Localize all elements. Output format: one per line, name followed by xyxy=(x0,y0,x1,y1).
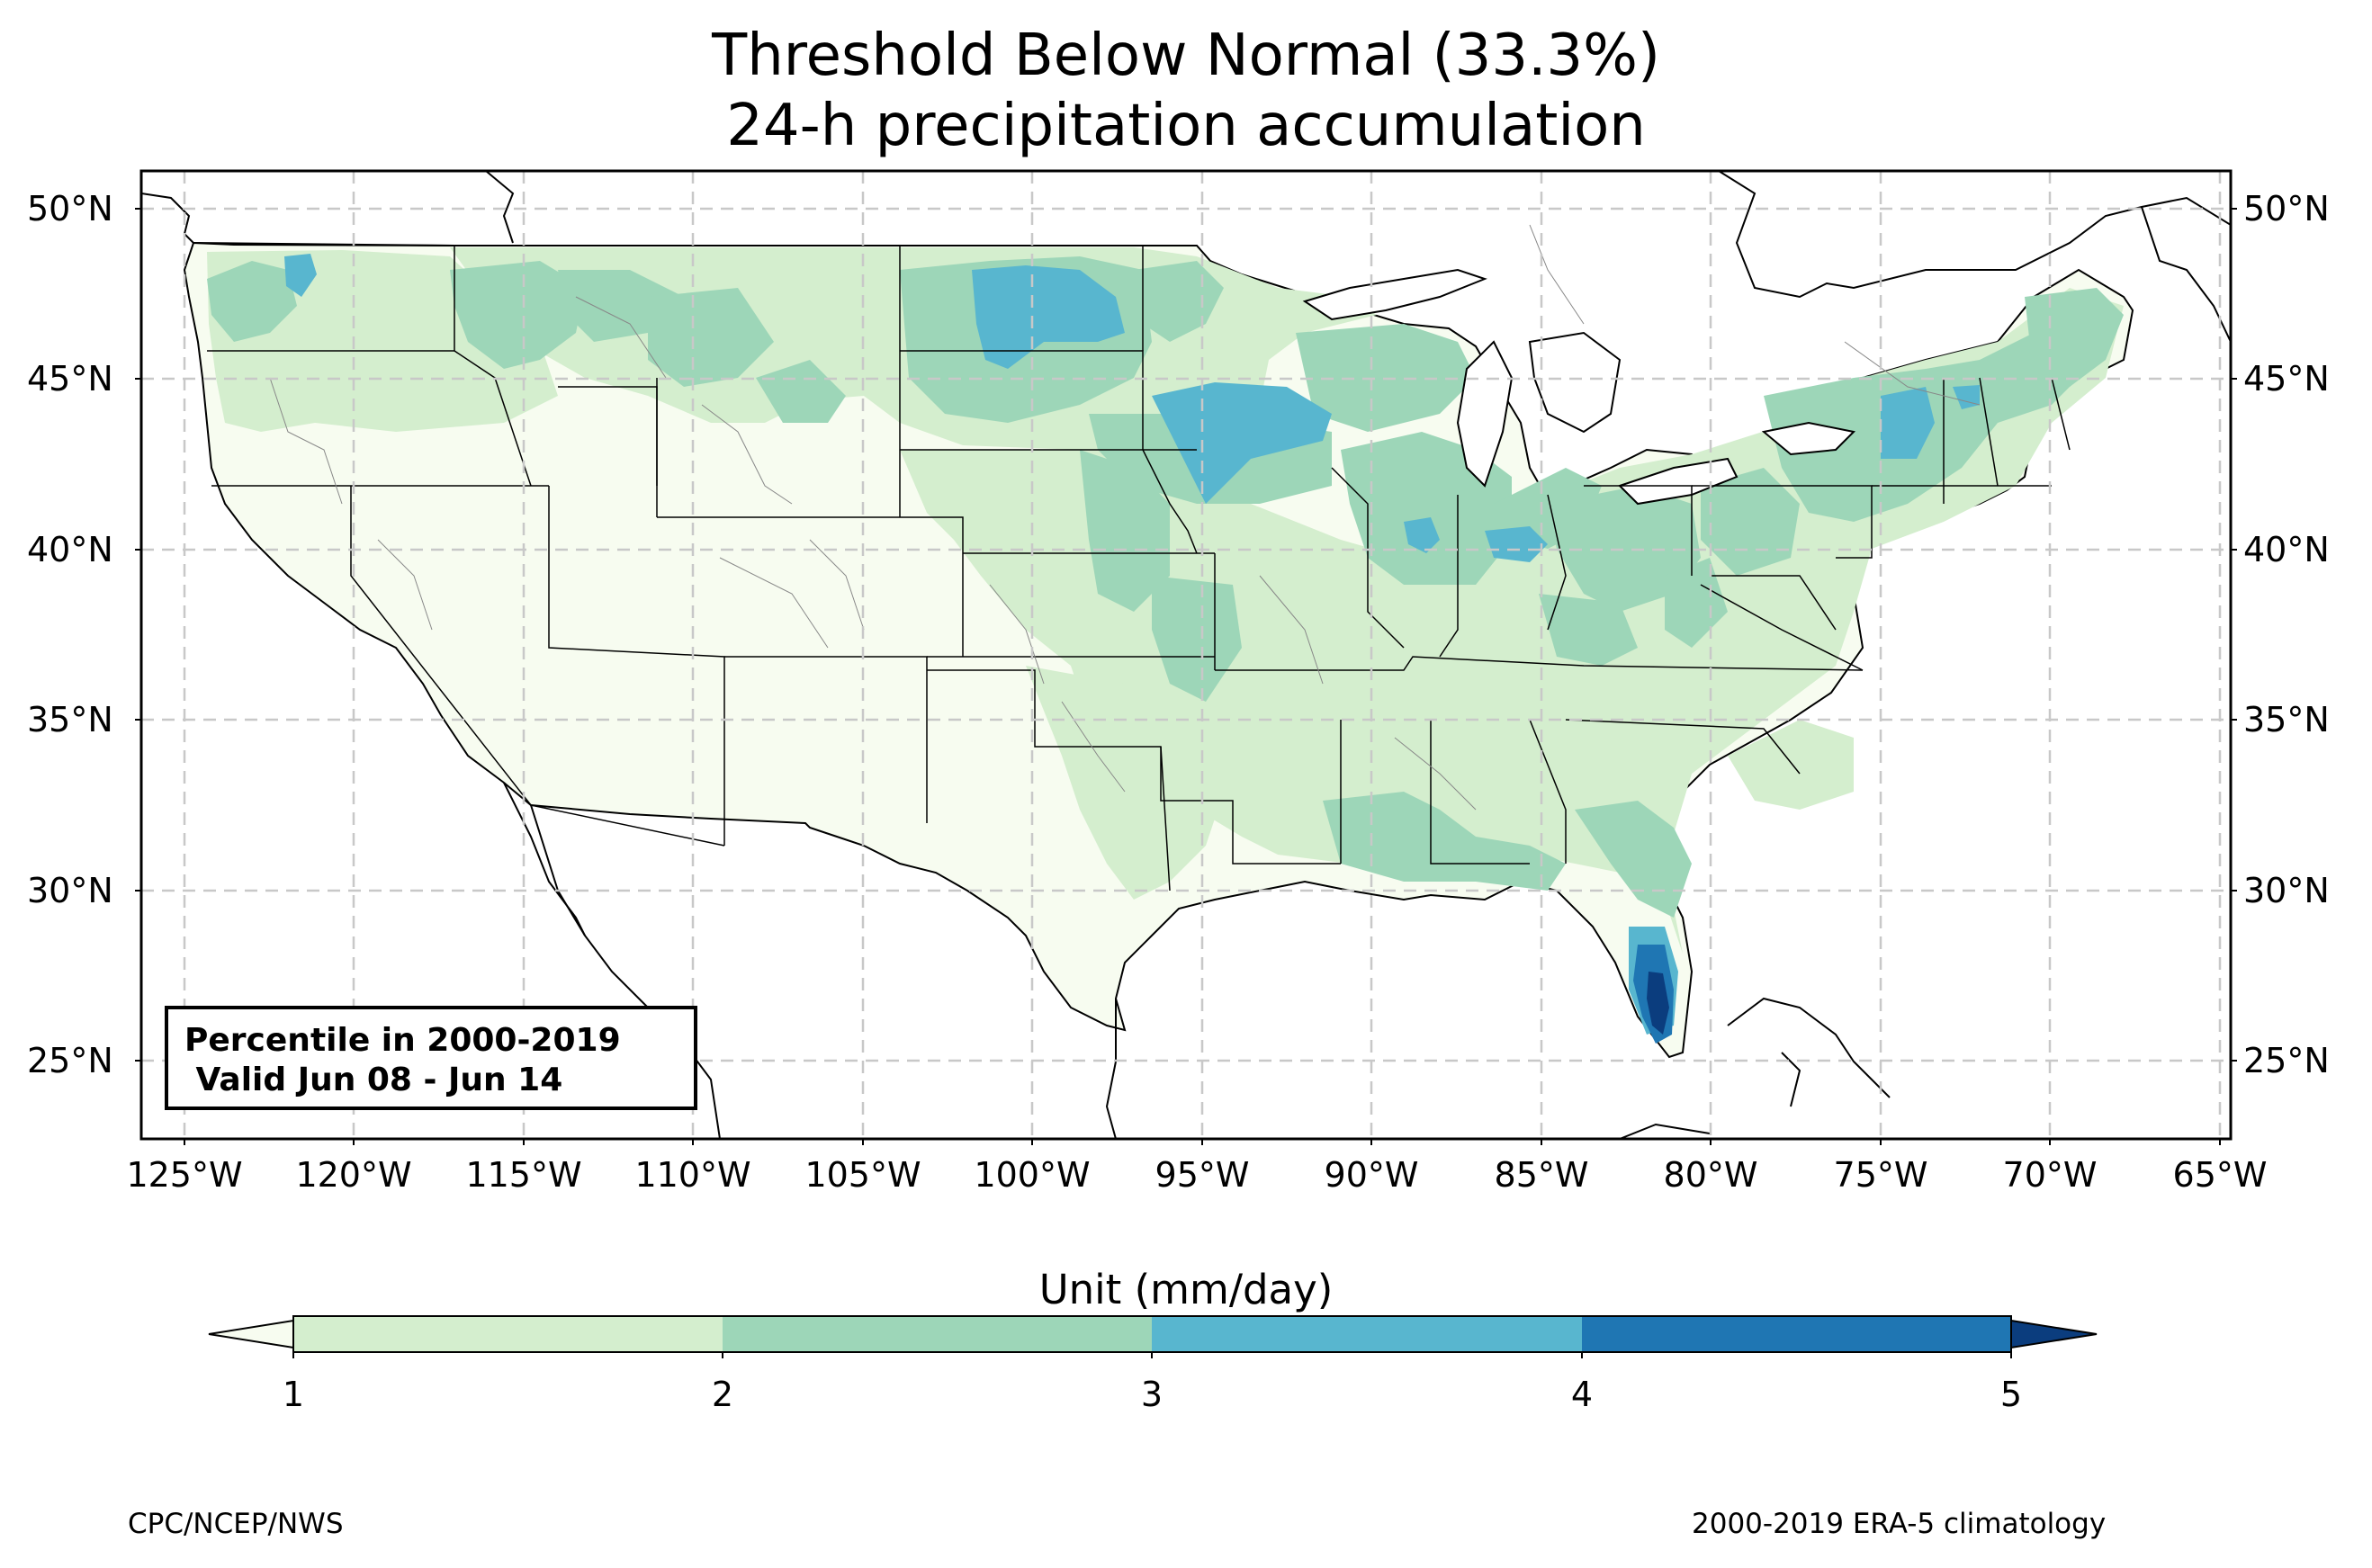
colorbar-tick-4: 4 xyxy=(1570,1375,1594,1414)
colorbar xyxy=(208,1315,2098,1358)
lon-label-70w: 70°W xyxy=(2002,1155,2098,1195)
colorbar-segment-1-2 xyxy=(293,1316,723,1352)
lat-label-35-left: 35°N xyxy=(27,700,113,739)
lat-label-25-left: 25°N xyxy=(27,1041,113,1080)
contour-above-5 xyxy=(1647,972,1669,1035)
lat-label-45-right: 45°N xyxy=(2243,359,2330,399)
lat-label-50-left: 50°N xyxy=(27,189,113,228)
lon-label-90w: 90°W xyxy=(1324,1155,1419,1195)
colorbar-extend-high xyxy=(2010,1319,2098,1349)
colorbar-tick-5: 5 xyxy=(1999,1375,2023,1414)
colorbar-tick-3: 3 xyxy=(1140,1375,1164,1414)
footer-source: CPC/NCEP/NWS xyxy=(128,1508,344,1540)
lat-label-50-right: 50°N xyxy=(2243,189,2330,228)
lon-label-65w: 65°W xyxy=(2172,1155,2268,1195)
lon-label-80w: 80°W xyxy=(1663,1155,1758,1195)
footer-climatology: 2000-2019 ERA-5 climatology xyxy=(1692,1508,2107,1540)
lon-label-120w: 120°W xyxy=(295,1155,412,1195)
lon-label-125w: 125°W xyxy=(126,1155,243,1195)
lat-label-25-right: 25°N xyxy=(2243,1041,2330,1080)
lat-label-40-right: 40°N xyxy=(2243,530,2330,569)
lon-label-85w: 85°W xyxy=(1494,1155,1589,1195)
map-frame xyxy=(139,169,2233,1141)
lat-label-40-left: 40°N xyxy=(27,530,113,569)
info-box: Percentile in 2000-2019 Valid Jun 08 - J… xyxy=(165,1006,697,1110)
colorbar-title: Unit (mm/day) xyxy=(1038,1266,1334,1313)
state-borders xyxy=(207,246,2071,892)
map-title-line-2: 24-h precipitation accumulation xyxy=(726,93,1646,159)
info-box-line-2: Valid Jun 08 - Jun 14 xyxy=(184,1062,563,1098)
colorbar-tick-2: 2 xyxy=(711,1375,734,1414)
info-box-line-1: Percentile in 2000-2019 xyxy=(184,1022,621,1059)
lat-label-30-left: 30°N xyxy=(27,871,113,910)
colorbar-segment-4-5 xyxy=(1582,1316,2011,1352)
lat-label-45-left: 45°N xyxy=(27,359,113,399)
lon-label-100w: 100°W xyxy=(974,1155,1091,1195)
lon-label-105w: 105°W xyxy=(804,1155,921,1195)
lon-label-75w: 75°W xyxy=(1833,1155,1928,1195)
lat-label-35-right: 35°N xyxy=(2243,700,2330,739)
colorbar-extend-low xyxy=(208,1319,294,1349)
gridlines xyxy=(141,171,2231,1139)
county-borders xyxy=(269,224,1981,811)
colorbar-tick-1: 1 xyxy=(282,1375,305,1414)
axis-ticks xyxy=(135,208,2237,1145)
lon-label-95w: 95°W xyxy=(1155,1155,1250,1195)
colorbar-segment-2-3 xyxy=(723,1316,1152,1352)
map-title-line-1: Threshold Below Normal (33.3%) xyxy=(712,22,1660,89)
colorbar-segment-3-4 xyxy=(1152,1316,1582,1352)
lat-label-30-right: 30°N xyxy=(2243,871,2330,910)
lon-label-115w: 115°W xyxy=(465,1155,582,1195)
lon-label-110w: 110°W xyxy=(634,1155,751,1195)
